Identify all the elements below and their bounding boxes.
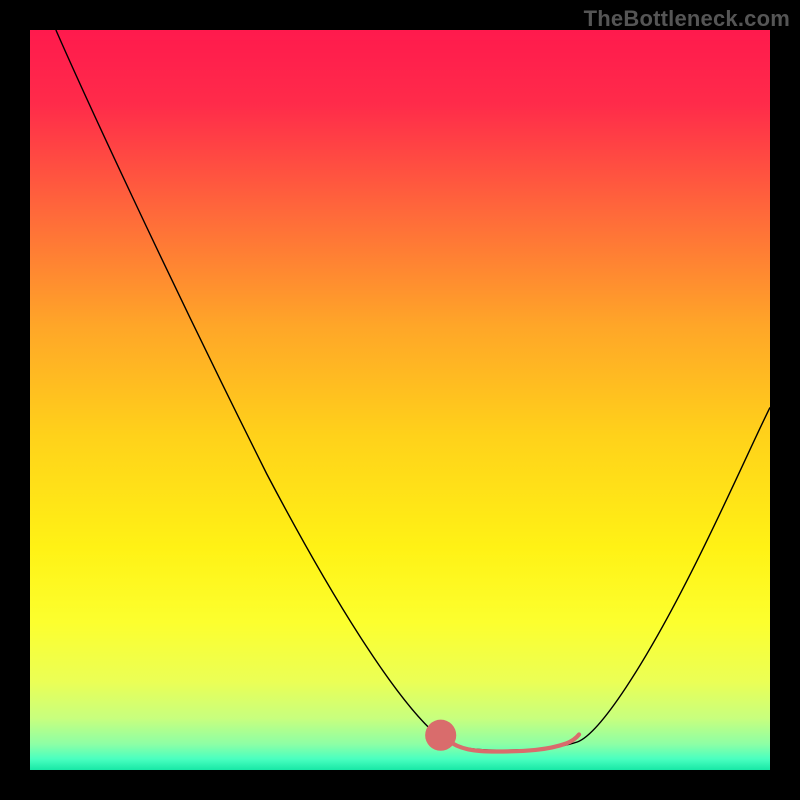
watermark-text: TheBottleneck.com (584, 6, 790, 32)
optimal-zone-highlight (448, 734, 579, 751)
plot-area (30, 30, 770, 770)
chart-frame: TheBottleneck.com (0, 0, 800, 800)
performance-curve (56, 30, 770, 750)
optimal-start-dot (425, 720, 456, 751)
curves-layer (30, 30, 770, 770)
